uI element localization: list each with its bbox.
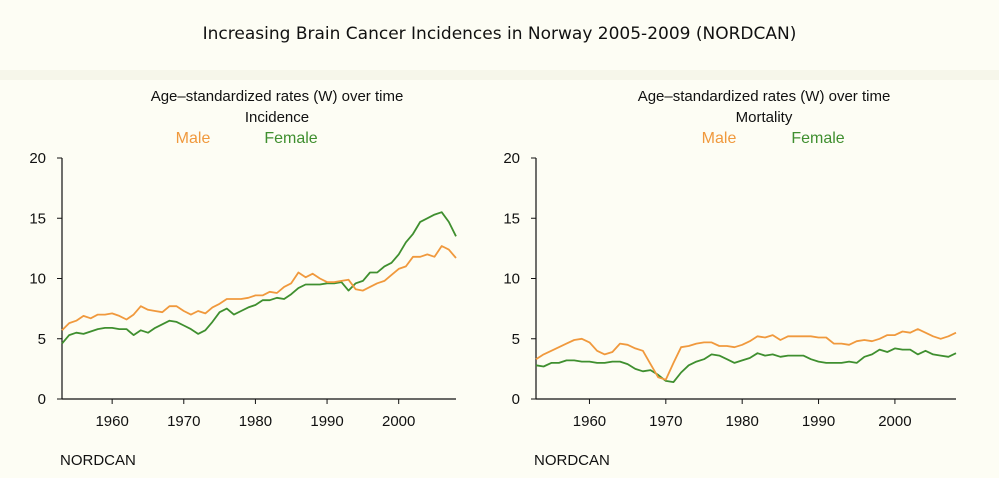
legend-male: Male [702, 130, 737, 147]
y-tick-label: 0 [512, 391, 520, 408]
x-tick-label: 1960 [95, 413, 128, 430]
source-label: NORDCAN [60, 452, 136, 469]
chart-subtitle: Mortality [736, 109, 793, 126]
source-label: NORDCAN [534, 452, 610, 469]
x-tick-label: 2000 [878, 413, 911, 430]
series-line-female [535, 347, 957, 384]
chart-title: Age–standardized rates (W) over time [638, 88, 891, 105]
x-tick-label: 1990 [310, 413, 343, 430]
y-tick-label: 0 [38, 391, 46, 408]
incidence-chart: Age–standardized rates (W) over time Inci… [29, 88, 457, 469]
y-tick-label: 10 [29, 271, 46, 288]
x-tick-label: 1980 [239, 413, 272, 430]
y-tick-label: 20 [503, 150, 520, 167]
x-tick-label: 2000 [382, 413, 415, 430]
y-tick-label: 10 [503, 271, 520, 288]
y-tick-label: 5 [38, 331, 46, 348]
x-tick-label: 1960 [573, 413, 606, 430]
x-tick-label: 1970 [649, 413, 682, 430]
x-tick-label: 1970 [167, 413, 200, 430]
legend-male: Male [176, 130, 211, 147]
series-line-female [61, 211, 457, 345]
x-tick-label: 1990 [802, 413, 835, 430]
x-tick-label: 1980 [725, 413, 758, 430]
page-title: Increasing Brain Cancer Incidences in No… [202, 24, 797, 44]
series-line-male [61, 245, 457, 331]
legend-female: Female [791, 130, 844, 147]
y-tick-label: 15 [503, 210, 520, 227]
title-separator-band [0, 70, 999, 80]
y-tick-label: 5 [512, 331, 520, 348]
legend-female: Female [264, 130, 317, 147]
series-line-male [535, 328, 957, 381]
chart-subtitle: Incidence [245, 109, 309, 126]
chart-title: Age–standardized rates (W) over time [151, 88, 404, 105]
y-tick-label: 20 [29, 150, 46, 167]
y-tick-label: 15 [29, 210, 46, 227]
